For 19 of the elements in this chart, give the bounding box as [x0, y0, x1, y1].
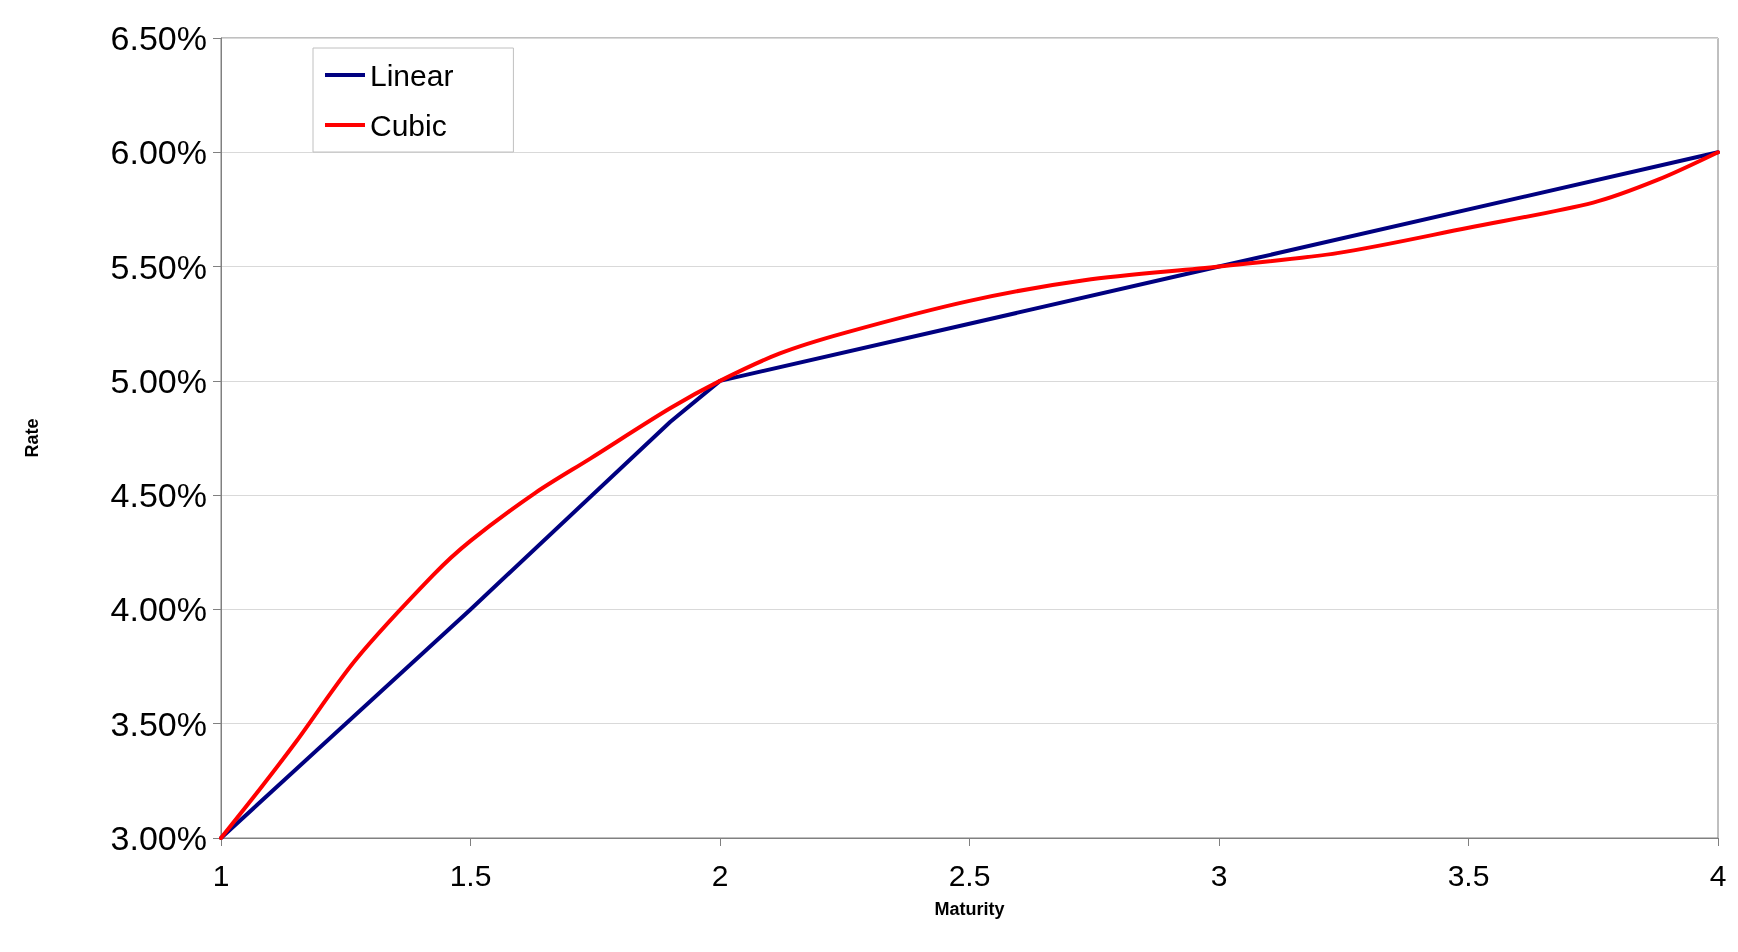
legend-label: Cubic	[370, 108, 447, 142]
x-tick-label: 2	[711, 858, 729, 892]
y-tick-label: 5.00%	[110, 361, 207, 400]
x-tick-label: 1	[212, 858, 230, 892]
x-tick-label: 3.5	[1447, 858, 1490, 892]
y-tick-label: 3.00%	[110, 819, 207, 857]
y-tick-label: 6.50%	[110, 19, 207, 57]
y-axis-title: Rate	[22, 418, 42, 458]
y-tick-label: 6.00%	[110, 133, 207, 172]
y-tick-label: 4.50%	[110, 476, 207, 515]
x-axis-title: Maturity	[934, 899, 1005, 919]
x-tick-label: 2.5	[948, 858, 991, 892]
x-tick-label: 3	[1210, 858, 1228, 892]
y-tick-label: 4.00%	[110, 590, 207, 629]
y-tick-label: 3.50%	[110, 704, 207, 743]
y-tick-label: 5.50%	[110, 247, 207, 286]
x-tick-label: 1.5	[449, 858, 492, 892]
legend-label: Linear	[370, 58, 454, 92]
x-tick-label: 4	[1709, 858, 1727, 892]
